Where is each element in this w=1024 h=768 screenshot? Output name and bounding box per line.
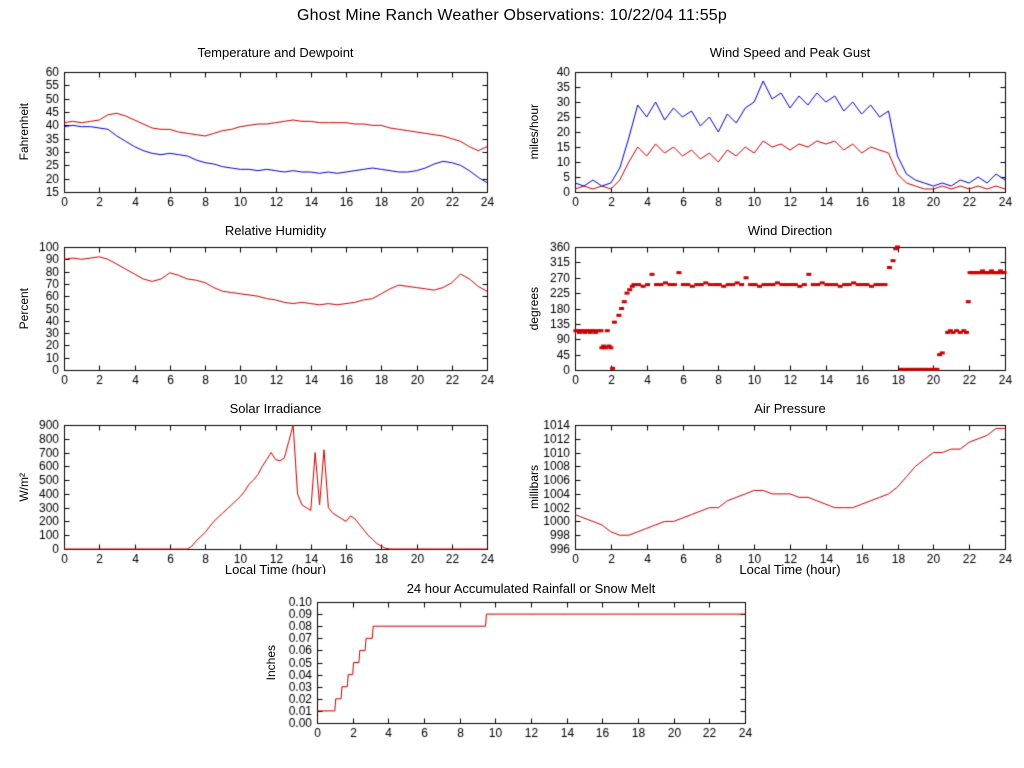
- chart-title: Temperature and Dewpoint: [197, 45, 354, 60]
- relative-humidity-plot-canvas: [15, 216, 505, 394]
- temperature-dewpoint-plot-canvas: [15, 38, 505, 216]
- y-axis-label-text: Percent: [16, 287, 31, 330]
- x-axis-label: Local Time (hour): [224, 562, 327, 577]
- wind-direction-chart: Wind Direction degrees: [525, 216, 1019, 394]
- rainfall-plot-canvas: [262, 574, 762, 766]
- solar-irradiance-plot-canvas: [15, 394, 505, 590]
- chart-title: 24 hour Accumulated Rainfall or Snow Mel…: [406, 581, 656, 596]
- y-axis-label: Percent: [16, 247, 31, 370]
- y-axis-label: millibars: [526, 425, 541, 549]
- relative-humidity-chart: Relative Humidity Percent: [15, 216, 505, 394]
- temperature-dewpoint-chart: Temperature and Dewpoint Fahrenheit: [15, 38, 505, 216]
- air-pressure-chart: Air Pressure millibars Local Time (hour): [525, 394, 1019, 590]
- chart-title: Relative Humidity: [224, 223, 327, 238]
- y-axis-label: Fahrenheit: [16, 72, 31, 192]
- chart-title: Solar Irradiance: [229, 401, 322, 416]
- y-axis-label-text: W/m²: [16, 472, 31, 502]
- wind-direction-plot-canvas: [525, 216, 1019, 394]
- rainfall-chart: 24 hour Accumulated Rainfall or Snow Mel…: [262, 574, 762, 766]
- solar-irradiance-chart: Solar Irradiance W/m² Local Time (hour): [15, 394, 505, 590]
- y-axis-label: Inches: [263, 602, 278, 723]
- air-pressure-plot-canvas: [525, 394, 1019, 590]
- y-axis-label: miles/hour: [526, 72, 541, 192]
- y-axis-label-text: Inches: [263, 644, 278, 681]
- wind-speed-gust-plot-canvas: [525, 38, 1019, 216]
- y-axis-label-text: millibars: [526, 464, 541, 509]
- wind-speed-gust-chart: Wind Speed and Peak Gust miles/hour: [525, 38, 1019, 216]
- y-axis-label: degrees: [526, 247, 541, 370]
- y-axis-label-text: miles/hour: [526, 104, 541, 160]
- y-axis-label-text: Fahrenheit: [16, 103, 31, 161]
- y-axis-label: W/m²: [16, 425, 31, 549]
- chart-title: Wind Direction: [747, 223, 833, 238]
- page-title: Ghost Mine Ranch Weather Observations: 1…: [296, 7, 727, 24]
- x-axis-label: Local Time (hour): [739, 562, 841, 577]
- chart-title: Wind Speed and Peak Gust: [709, 45, 871, 60]
- y-axis-label-text: degrees: [526, 286, 541, 331]
- chart-title: Air Pressure: [754, 401, 826, 416]
